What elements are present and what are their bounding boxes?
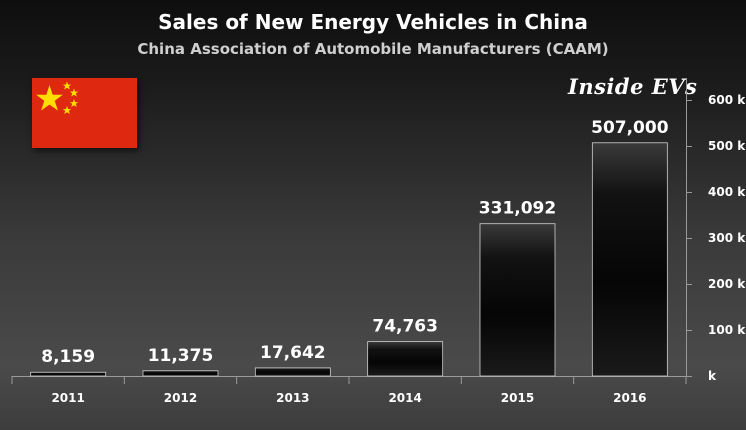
bar-2011 [30, 371, 107, 377]
y-tick-label: 200 k [708, 277, 746, 291]
x-tick-label-2016: 2016 [613, 391, 646, 405]
y-tick-label: 400 k [708, 185, 746, 199]
x-tick-label-2015: 2015 [501, 391, 534, 405]
bar-2012 [142, 370, 219, 377]
x-tick-label-2011: 2011 [51, 391, 84, 405]
china-flag-icon [32, 78, 137, 148]
data-label-2016: 507,000 [591, 118, 669, 138]
brand-logo: Inside EVs [568, 74, 698, 99]
data-label-2014: 74,763 [372, 317, 438, 337]
y-tick-label: k [708, 369, 717, 383]
data-label-2015: 331,092 [479, 199, 556, 219]
data-label-2011: 8,159 [41, 347, 95, 367]
bar-2013 [254, 367, 331, 377]
y-tick-label: 600 k [708, 93, 746, 107]
bar-2016 [591, 142, 668, 377]
y-tick-label: 500 k [708, 139, 746, 153]
data-label-2012: 11,375 [148, 346, 214, 366]
bar-2015 [479, 223, 556, 377]
chart-subtitle: China Association of Automobile Manufact… [137, 40, 609, 58]
chart-title: Sales of New Energy Vehicles in China [158, 10, 588, 34]
y-tick-label: 300 k [708, 231, 746, 245]
data-label-2013: 17,642 [260, 343, 326, 363]
x-tick-label-2013: 2013 [276, 391, 309, 405]
x-tick-label-2014: 2014 [388, 391, 421, 405]
x-tick-label-2012: 2012 [164, 391, 197, 405]
bar-2014 [367, 341, 444, 377]
y-tick-label: 100 k [708, 323, 746, 337]
